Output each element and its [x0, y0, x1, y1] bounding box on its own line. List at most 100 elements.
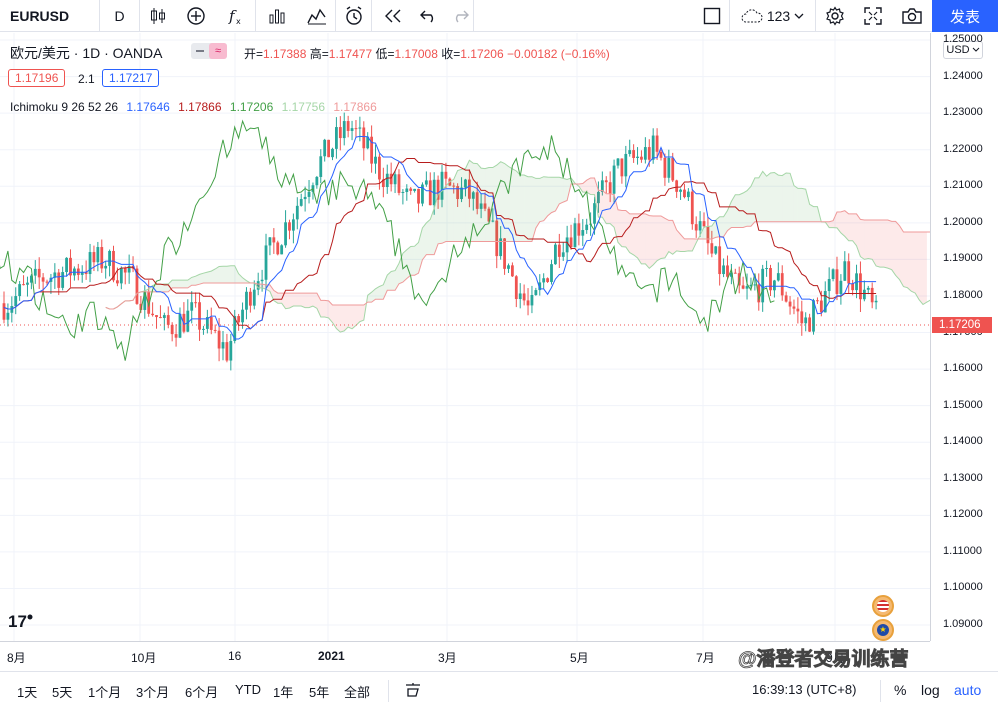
- candle-body: [655, 135, 659, 152]
- flags-badge[interactable]: ★: [872, 595, 910, 641]
- time-label: 16: [228, 649, 242, 663]
- buy-price-button[interactable]: 1.17217: [102, 69, 160, 87]
- indicator-legend[interactable]: Ichimoku 9 26 52 26 1.17646 1.17866 1.17…: [10, 100, 377, 114]
- cloud-segment: [449, 179, 454, 242]
- alert-icon[interactable]: [336, 0, 372, 32]
- candle-body: [205, 317, 209, 329]
- candle-body: [761, 268, 765, 303]
- candle-body: [467, 179, 471, 199]
- cloud-segment: [833, 212, 837, 228]
- range-1m-button[interactable]: 1个月: [88, 685, 122, 700]
- lagging-value: 1.17206: [229, 100, 274, 114]
- layout-icon[interactable]: [694, 0, 730, 32]
- cloud-segment: [531, 176, 536, 242]
- undo-icon[interactable]: [412, 0, 446, 32]
- cloud-segment: [770, 172, 775, 222]
- candle-body: [198, 302, 201, 330]
- financials-icon[interactable]: [258, 0, 296, 32]
- last-price-label: 1.17206: [932, 316, 992, 333]
- candle-body: [319, 156, 323, 177]
- candle-body: [237, 316, 241, 323]
- candle-body: [104, 265, 108, 269]
- log-toggle[interactable]: log: [921, 682, 940, 698]
- candle-body: [303, 196, 307, 200]
- candle-body: [401, 191, 405, 193]
- candle-body: [424, 180, 428, 185]
- cloud-segment: [551, 177, 556, 213]
- currency-select[interactable]: USD: [943, 41, 983, 59]
- settings-gear-icon[interactable]: [816, 0, 854, 32]
- candle-body: [190, 302, 194, 311]
- range-5d-button[interactable]: 5天: [52, 685, 73, 700]
- cloud-segment: [719, 216, 724, 237]
- publish-button[interactable]: 发表: [932, 0, 998, 32]
- candle-body: [495, 220, 499, 257]
- cloud-save-button[interactable]: 123: [730, 0, 816, 32]
- auto-toggle[interactable]: auto: [954, 682, 982, 698]
- candle-body: [233, 316, 237, 341]
- candle-body: [831, 269, 835, 279]
- cloud-segment: [524, 175, 529, 242]
- range-all-button[interactable]: 全部: [344, 685, 371, 700]
- cloud-segment: [445, 181, 450, 242]
- goto-date-icon[interactable]: [404, 681, 422, 704]
- cloud-segment: [903, 232, 908, 288]
- cloud-segment: [485, 167, 489, 242]
- candle-body: [518, 293, 522, 300]
- candle-body: [127, 265, 131, 273]
- cloud-segment: [743, 190, 748, 228]
- legend-toggle[interactable]: ≈: [191, 43, 227, 59]
- compare-icon[interactable]: [178, 0, 214, 32]
- fullscreen-icon[interactable]: [854, 0, 892, 32]
- cloud-segment: [610, 193, 615, 228]
- replay-icon[interactable]: [376, 0, 410, 32]
- candle-body: [464, 179, 467, 188]
- cloud-segment: [625, 210, 630, 253]
- candle-body: [745, 286, 749, 289]
- candle-body: [628, 150, 632, 154]
- cloud-segment: [637, 213, 642, 264]
- candle-body: [554, 244, 557, 265]
- candle-body: [53, 272, 57, 278]
- candle-body: [280, 245, 284, 255]
- candle-body: [812, 300, 815, 332]
- range-5y-button[interactable]: 5年: [309, 685, 330, 700]
- candle-body: [769, 268, 772, 291]
- range-3m-button[interactable]: 3个月: [136, 685, 170, 700]
- candle-body: [370, 136, 374, 164]
- templates-icon[interactable]: [298, 0, 336, 32]
- range-ytd-button[interactable]: YTD: [235, 682, 261, 697]
- interval-button[interactable]: D: [100, 0, 140, 32]
- candle-body: [362, 127, 366, 149]
- candle-body: [612, 165, 616, 194]
- time-label: 8月: [7, 651, 26, 665]
- tradingview-logo[interactable]: 17: [8, 609, 38, 633]
- percent-toggle[interactable]: %: [894, 682, 907, 698]
- range-1y-button[interactable]: 1年: [273, 685, 294, 700]
- redo-icon[interactable]: [446, 0, 474, 32]
- range-1d-button[interactable]: 1天: [17, 685, 38, 700]
- cloud-segment: [786, 173, 791, 222]
- screenshot-camera-icon[interactable]: [892, 0, 932, 32]
- sell-price-button[interactable]: 1.17196: [8, 69, 66, 87]
- cloud-segment: [309, 293, 313, 308]
- cloud-segment: [747, 186, 751, 227]
- cloud-segment: [621, 210, 626, 247]
- clock-timezone[interactable]: 16:39:13 (UTC+8): [752, 682, 857, 697]
- time-axis[interactable]: 8月 10月 16 2021 3月 5月 7月 9月 @潘登者交易训练营: [0, 641, 930, 671]
- candle-body: [729, 272, 733, 277]
- range-6m-button[interactable]: 6个月: [185, 685, 219, 700]
- span-b-value: 1.17866: [333, 100, 377, 114]
- price-axis[interactable]: USD 1.25000 1.24000 1.23000 1.22000 1.21000 1…: [930, 33, 998, 641]
- candle-style-icon[interactable]: [140, 0, 176, 32]
- price-chart[interactable]: [0, 33, 970, 641]
- cloud-segment: [543, 176, 548, 221]
- symbol-search-button[interactable]: EURUSD: [0, 0, 100, 32]
- candle-body: [147, 291, 151, 314]
- us-flag-icon: [872, 595, 894, 617]
- cloud-segment: [395, 263, 399, 291]
- chart-pane[interactable]: 欧元/美元 · 1D · OANDA ≈ 开=1.17388 高=1.17477…: [0, 33, 970, 641]
- cloud-segment: [348, 304, 353, 329]
- candle-body: [366, 136, 370, 149]
